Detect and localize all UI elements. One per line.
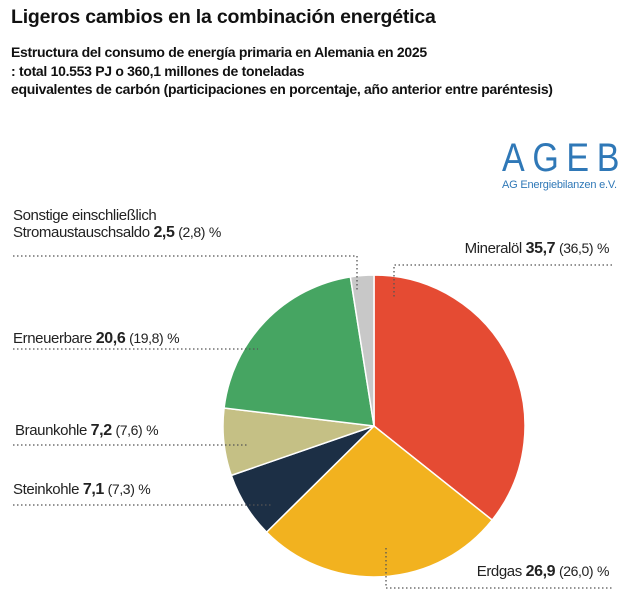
prev-sonstige: (2,8) (178, 224, 206, 240)
pie-slice-mineralöl (373, 274, 526, 522)
label-erdgas: Erdgas 26,9 (26,0) % (476, 563, 610, 581)
ageb-logo: AGEB AG Energiebilanzen e.V. (502, 138, 619, 191)
label-sonstige-line1: Sonstige einschließlich (13, 207, 157, 224)
subtitle-line-2: : total 10.553 PJ o 360,1 millones de to… (11, 63, 305, 79)
label-mineraloel-name: Mineralöl (464, 240, 523, 257)
prev-steinkohle: (7,3) (107, 481, 135, 497)
pct-erneuerbare: % (167, 330, 180, 346)
pie-slice-erneuerbare (223, 276, 375, 427)
label-erneuerbare: Erneuerbare 20,6 (19,8) % (13, 330, 180, 348)
logo-wordmark: AGEB (502, 136, 619, 180)
value-mineraloel: 35,7 (525, 240, 556, 257)
logo-subtext: AG Energiebilanzen e.V. (502, 179, 617, 191)
value-steinkohle: 7,1 (82, 481, 104, 498)
label-sonstige-line2: Stromaustauschsaldo (13, 224, 150, 241)
label-steinkohle: Steinkohle 7,1 (7,3) % (13, 481, 151, 499)
subtitle-line-1: Estructura del consumo de energía primar… (11, 44, 427, 60)
label-erdgas-name: Erdgas (476, 563, 523, 580)
pct-steinkohle: % (138, 481, 151, 497)
value-erdgas: 26,9 (525, 563, 556, 580)
label-sonstige: Sonstige einschließlich Stromaustauschsa… (13, 207, 221, 242)
pct-sonstige: % (208, 224, 221, 240)
prev-mineraloel: (36,5) (558, 240, 594, 256)
leader-erdgas (385, 548, 612, 589)
label-steinkohle-name: Steinkohle (13, 481, 80, 498)
pie-slice-sonstige (349, 274, 375, 427)
pct-mineraloel: % (596, 240, 609, 256)
prev-erdgas: (26,0) (558, 563, 594, 579)
value-sonstige: 2,5 (153, 224, 175, 241)
pct-braunkohle: % (146, 422, 159, 438)
prev-erneuerbare: (19,8) (129, 330, 164, 346)
leader-sonstige (13, 255, 358, 292)
value-erneuerbare: 20,6 (95, 330, 126, 347)
value-braunkohle: 7,2 (90, 422, 112, 439)
label-mineraloel: Mineralöl 35,7 (36,5) % (464, 240, 610, 258)
label-erneuerbare-name: Erneuerbare (13, 330, 92, 347)
prev-braunkohle: (7,6) (115, 422, 143, 438)
pct-erdgas: % (596, 563, 609, 579)
label-braunkohle: Braunkohle 7,2 (7,6) % (15, 422, 159, 440)
label-braunkohle-name: Braunkohle (15, 422, 87, 439)
pie-slice-erdgas (265, 424, 494, 578)
chart-title: Ligeros cambios en la combinación energé… (11, 6, 436, 28)
leader-mineraloel (393, 264, 612, 297)
subtitle-line-3: equivalentes de carbón (participaciones … (11, 81, 553, 97)
